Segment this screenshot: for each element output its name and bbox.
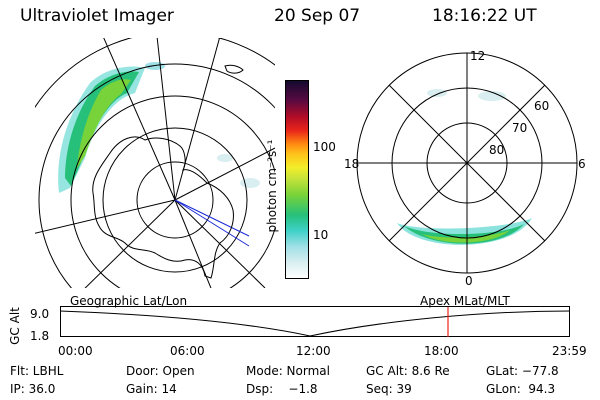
- altitude-curve: [60, 310, 571, 337]
- geographic-map: [35, 38, 275, 288]
- mlt-label-18: 18: [344, 157, 359, 171]
- ip-value: IP: 36.0: [10, 382, 56, 396]
- colorbar-tick-10: 10: [313, 228, 329, 242]
- door-value: Door: Open: [126, 364, 195, 378]
- latitude-circles: [35, 38, 275, 288]
- x-tick-1800: 18:00: [424, 344, 459, 358]
- filter-value: Flt: LBHL: [10, 364, 64, 378]
- seq-value: Seq: 39: [366, 382, 412, 396]
- continent-outline: [92, 136, 234, 279]
- aurora-emission-right: [397, 89, 532, 245]
- glat-value: GLat: −77.8: [486, 364, 559, 378]
- colorbar-tick-100: 100: [313, 140, 336, 154]
- time-label: 18:16:22 UT: [432, 6, 537, 26]
- mlt-label-12: 12: [470, 49, 485, 63]
- y-tick-9: 9.0: [30, 307, 50, 321]
- date-label: 20 Sep 07: [274, 6, 361, 26]
- y-tick-1-8: 1.8: [30, 329, 50, 343]
- instrument-title: Ultraviolet Imager: [20, 6, 174, 26]
- mlt-label-6: 6: [578, 157, 586, 171]
- aurora-emission-left: [58, 62, 260, 193]
- altitude-timeline: [60, 306, 571, 337]
- timeline-right-label: Apex MLat/MLT: [420, 294, 510, 308]
- timeline-left-label: Geographic Lat/Lon: [70, 294, 188, 308]
- gain-value: Gain: 14: [126, 382, 177, 396]
- x-tick-0600: 06:00: [170, 344, 205, 358]
- lat-label-80: 80: [489, 143, 504, 157]
- glon-value: GLon: 94.3: [486, 382, 556, 396]
- x-tick-1200: 12:00: [296, 344, 331, 358]
- gc-alt-value: GC Alt: 8.6 Re: [366, 364, 450, 378]
- mode-value: Mode: Normal: [246, 364, 330, 378]
- gc-alt-axis-title: GC Alt: [8, 307, 22, 345]
- lat-label-60: 60: [534, 99, 549, 113]
- x-tick-2359: 23:59: [552, 344, 587, 358]
- lat-label-70: 70: [512, 121, 527, 135]
- sun-direction-lines: [174, 199, 250, 247]
- x-tick-0000: 00:00: [58, 344, 93, 358]
- mlt-label-0: 0: [465, 274, 473, 288]
- colorbar: [285, 80, 309, 279]
- dsp-value: Dsp: −1.8: [246, 382, 318, 396]
- polar-mlt-plot: 12 18 6 0 60 70 80: [344, 49, 586, 288]
- mlt-spokes: [357, 53, 577, 273]
- continent-outline-island: [224, 64, 244, 74]
- colorbar-unit-label: photon cm⁻²s⁻¹: [265, 139, 279, 233]
- meridian-lines: [35, 38, 275, 288]
